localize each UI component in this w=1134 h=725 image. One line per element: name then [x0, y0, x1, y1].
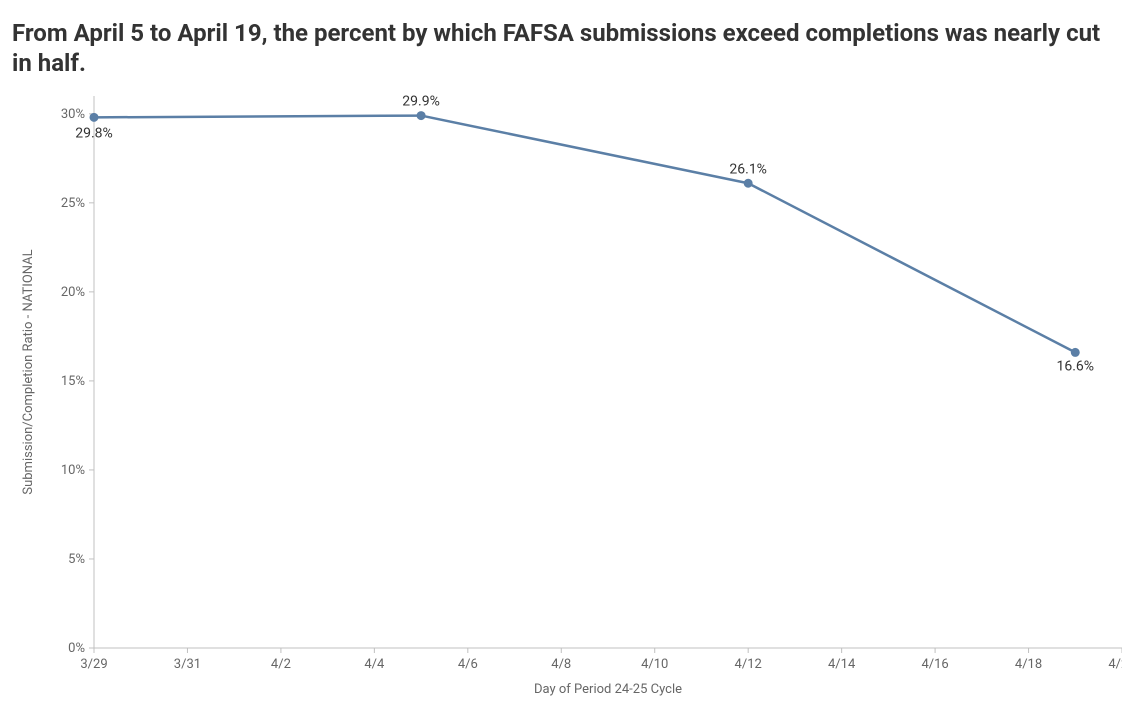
chart-container: From April 5 to April 19, the percent by… [0, 0, 1134, 725]
y-tick-label: 10% [61, 463, 85, 478]
data-point-label: 29.8% [75, 125, 113, 141]
x-tick-label: 4/20 [1108, 657, 1122, 672]
data-point-label: 16.6% [1056, 358, 1094, 374]
y-tick-label: 25% [61, 196, 85, 211]
data-point [90, 113, 98, 121]
x-tick-label: 4/2 [271, 657, 291, 672]
data-point-label: 29.9% [402, 94, 440, 110]
x-tick-label: 4/18 [1015, 657, 1042, 672]
y-tick-label: 5% [68, 552, 85, 567]
chart-plot-wrapper: 0% 5% 10% 15% 20% 25% 30% 3/29 3/31 4/2 4/4 4/6 4/8 4… [12, 88, 1122, 715]
x-tick-label: 4/8 [551, 657, 571, 672]
x-tick-label: 4/12 [735, 657, 762, 672]
data-point [744, 179, 752, 187]
data-point [417, 112, 425, 120]
x-tick-label: 4/4 [364, 657, 385, 672]
data-point-label: 26.1% [729, 161, 767, 177]
x-tick-label: 4/14 [828, 657, 856, 672]
x-tick-label: 4/10 [641, 657, 668, 672]
y-tick-label: 20% [61, 285, 85, 300]
chart-title: From April 5 to April 19, the percent by… [12, 18, 1122, 78]
x-tick-label: 4/6 [458, 657, 478, 672]
x-tick-label: 4/16 [921, 657, 948, 672]
y-tick-label: 0% [68, 641, 85, 656]
line-chart-svg: 0% 5% 10% 15% 20% 25% 30% 3/29 3/31 4/2 4/4 4/6 4/8 4… [12, 88, 1122, 708]
x-tick-label: 3/31 [174, 657, 201, 672]
data-point [1071, 348, 1079, 356]
y-tick-label: 15% [61, 374, 85, 389]
data-line [94, 116, 1075, 353]
y-axis-title: Submission/Completion Ratio - NATIONAL [21, 249, 36, 494]
x-tick-label: 3/29 [80, 657, 107, 672]
y-tick-label: 30% [61, 107, 85, 122]
x-axis-title: Day of Period 24-25 Cycle [534, 682, 682, 697]
